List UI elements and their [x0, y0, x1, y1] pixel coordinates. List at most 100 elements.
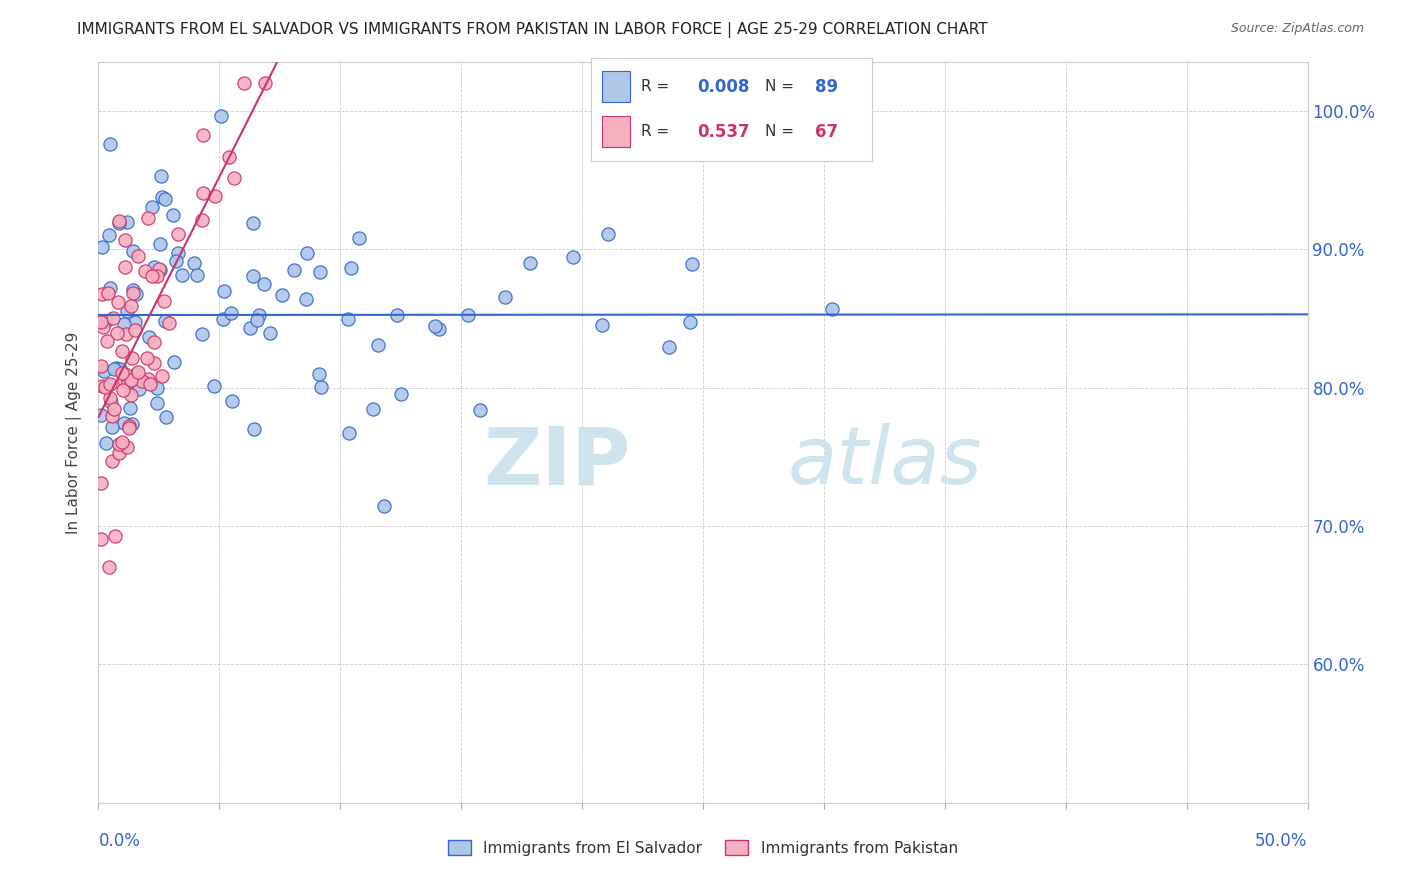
Point — [162, 355, 184, 369]
Point — [153, 192, 176, 206]
Point — [98, 281, 121, 295]
Point — [128, 382, 150, 396]
Point — [139, 377, 162, 392]
Point — [253, 277, 276, 291]
Point — [135, 351, 157, 366]
Point — [389, 387, 412, 401]
Point — [233, 76, 256, 90]
Point — [190, 213, 212, 227]
Point — [120, 373, 142, 387]
Point — [108, 216, 131, 230]
Point — [124, 323, 146, 337]
Point — [247, 308, 270, 322]
Point — [107, 295, 129, 310]
Point — [283, 263, 305, 277]
Point — [239, 320, 262, 334]
Point — [149, 237, 172, 252]
Point — [104, 361, 127, 376]
Point — [112, 373, 135, 387]
Point — [295, 292, 318, 306]
Point — [111, 366, 134, 380]
Point — [308, 367, 330, 381]
Text: 0.008: 0.008 — [697, 78, 749, 95]
Point — [243, 422, 266, 436]
Point — [146, 269, 169, 284]
Point — [103, 401, 125, 416]
Point — [211, 312, 233, 326]
Point — [385, 308, 408, 322]
Text: R =: R = — [641, 124, 675, 139]
Text: Source: ZipAtlas.com: Source: ZipAtlas.com — [1230, 22, 1364, 36]
Text: N =: N = — [765, 124, 799, 139]
Point — [150, 369, 173, 384]
Point — [120, 299, 142, 313]
Text: 0.537: 0.537 — [697, 123, 749, 141]
Point — [457, 308, 479, 322]
Point — [143, 355, 166, 369]
Point — [120, 387, 142, 401]
Point — [202, 379, 225, 393]
Point — [127, 366, 149, 380]
Point — [162, 208, 184, 222]
Point — [127, 248, 149, 262]
Point — [562, 250, 585, 264]
Point — [150, 169, 173, 183]
Point — [591, 318, 613, 332]
Point — [115, 440, 138, 454]
Point — [96, 314, 118, 328]
Point — [124, 315, 146, 329]
Point — [120, 401, 142, 416]
Point — [131, 374, 153, 388]
Point — [253, 76, 276, 90]
Point — [107, 436, 129, 450]
Point — [96, 334, 118, 348]
Point — [141, 200, 163, 214]
Point — [308, 265, 330, 279]
Text: 67: 67 — [815, 123, 838, 141]
Text: N =: N = — [765, 79, 799, 95]
Point — [91, 320, 114, 334]
Point — [121, 283, 143, 297]
Point — [259, 326, 281, 340]
Point — [111, 384, 134, 398]
Point — [596, 227, 619, 241]
Legend: Immigrants from El Salvador, Immigrants from Pakistan: Immigrants from El Salvador, Immigrants … — [443, 834, 963, 862]
Point — [221, 394, 243, 409]
Point — [681, 257, 703, 271]
Point — [468, 402, 491, 417]
Point — [427, 322, 450, 336]
Point — [97, 228, 120, 243]
Point — [115, 326, 138, 341]
Point — [209, 109, 232, 123]
Point — [361, 402, 384, 417]
Point — [110, 435, 132, 450]
Point — [90, 315, 112, 329]
Point — [103, 310, 125, 325]
Point — [246, 313, 269, 327]
Point — [134, 264, 156, 278]
Point — [105, 326, 128, 341]
Point — [679, 316, 702, 330]
Text: ZIP: ZIP — [484, 423, 630, 501]
Point — [93, 380, 115, 394]
Point — [103, 362, 125, 376]
Point — [90, 359, 112, 373]
Point — [166, 227, 188, 241]
Point — [242, 216, 264, 230]
Point — [90, 408, 112, 422]
Point — [115, 215, 138, 229]
Point — [138, 330, 160, 344]
Point — [183, 256, 205, 270]
Point — [100, 419, 122, 434]
Point — [98, 392, 121, 406]
Point — [90, 533, 112, 547]
Y-axis label: In Labor Force | Age 25-29: In Labor Force | Age 25-29 — [66, 332, 83, 533]
Point — [122, 285, 145, 300]
Point — [101, 409, 124, 423]
Point — [658, 340, 681, 354]
Point — [93, 364, 115, 378]
Point — [340, 261, 363, 276]
Point — [153, 293, 176, 308]
Point — [149, 263, 172, 277]
Point — [104, 529, 127, 543]
